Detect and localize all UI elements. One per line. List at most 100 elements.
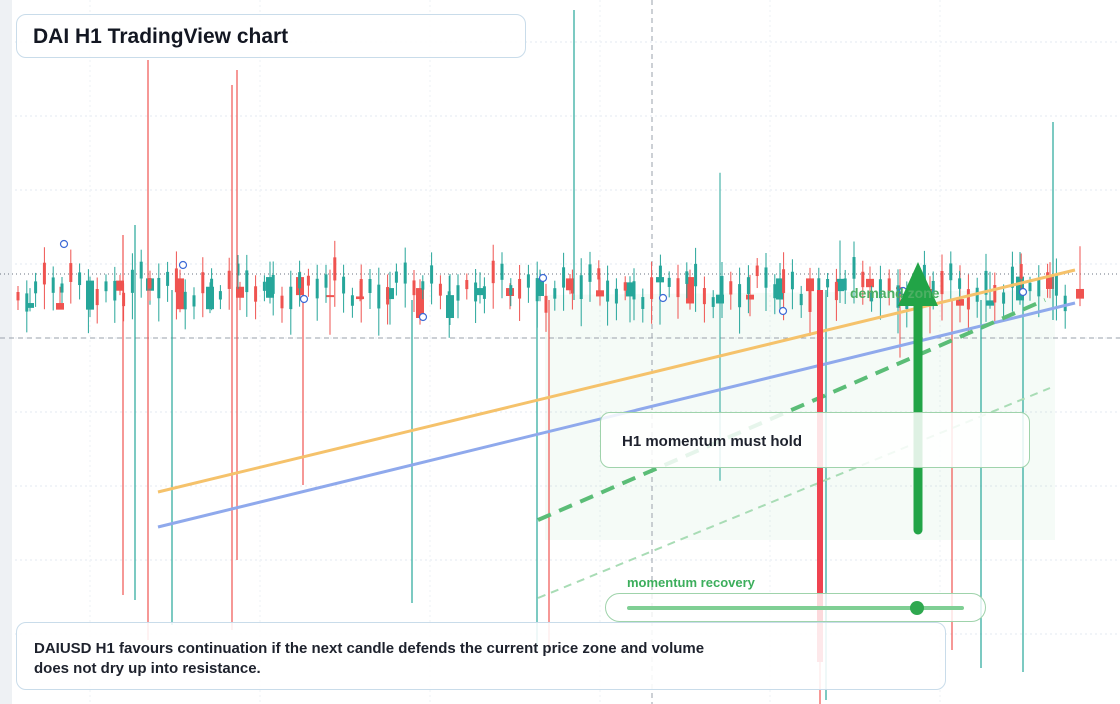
minor-candle-body — [298, 272, 302, 289]
minor-candle-body — [746, 277, 750, 294]
candle-body — [86, 280, 94, 310]
minor-candle-body — [1063, 295, 1067, 312]
minor-candle-body — [650, 277, 654, 299]
minor-candle-body — [245, 270, 249, 293]
minor-candle-body — [878, 279, 882, 299]
candle-body — [416, 288, 424, 318]
minor-candle-body — [614, 288, 618, 304]
minor-candle-body — [69, 263, 73, 282]
demand-zone-label: demand zone — [850, 285, 940, 301]
minor-candle-body — [236, 263, 240, 276]
minor-candle-body — [148, 278, 152, 289]
minor-candle-body — [1046, 272, 1050, 285]
minor-candle-body — [465, 280, 469, 290]
signal-marker[interactable] — [299, 294, 309, 304]
candles-layer — [16, 172, 1084, 481]
minor-candle-body — [386, 286, 390, 305]
footer-text: DAIUSD H1 favours continuation if the ne… — [34, 640, 705, 677]
candle-body — [566, 278, 574, 291]
minor-candle-body — [597, 268, 601, 280]
minor-candle-body — [623, 282, 627, 291]
signal-marker[interactable] — [778, 306, 788, 316]
minor-candle-body — [518, 278, 522, 299]
signal-marker[interactable] — [1018, 287, 1028, 297]
minor-candle-body — [254, 286, 258, 302]
projection-line-strong — [537, 298, 1046, 522]
candle-body — [1016, 276, 1024, 301]
minor-candle-body — [34, 281, 38, 294]
candle-body — [116, 280, 124, 291]
candle-body — [986, 300, 994, 306]
signal-marker[interactable] — [59, 239, 69, 249]
candle-body — [1046, 276, 1054, 289]
minor-candle-body — [42, 262, 46, 285]
minor-candle-body — [306, 275, 310, 286]
signal-marker[interactable] — [538, 273, 548, 283]
signal-marker[interactable] — [418, 312, 428, 322]
minor-candle-body — [51, 277, 55, 293]
minor-candle-body — [157, 277, 161, 299]
minor-candle-body — [1054, 273, 1058, 296]
minor-candle-body — [588, 264, 592, 282]
minor-candle-body — [667, 277, 671, 287]
minor-candle-body — [447, 291, 451, 314]
candle-body — [386, 288, 394, 300]
candle-body — [746, 294, 754, 300]
minor-candle-body — [130, 269, 134, 293]
minor-candle-body — [368, 279, 372, 294]
minor-candle-body — [183, 291, 187, 310]
minor-candle-body — [359, 279, 363, 300]
minor-candle-body — [562, 267, 566, 288]
candle-body — [476, 288, 484, 296]
minor-candle-body — [474, 282, 478, 302]
minor-candle-body — [315, 278, 319, 299]
signal-marker[interactable] — [178, 260, 188, 270]
minor-candle-body — [773, 284, 777, 299]
minor-candle-body — [166, 271, 170, 286]
candle-body — [716, 294, 724, 304]
minor-candle-body — [78, 272, 82, 286]
candle-body — [236, 286, 244, 298]
minor-candle-body — [421, 281, 425, 290]
minor-candle-body — [570, 279, 574, 294]
minor-candle-body — [491, 260, 495, 284]
minor-candle-body — [535, 278, 539, 302]
minor-candle-body — [86, 285, 90, 308]
minor-candle-body — [702, 288, 706, 305]
momentum-knob[interactable] — [909, 601, 924, 615]
candle-body — [206, 286, 214, 310]
footer-panel: DAIUSD H1 favours continuation if the ne… — [16, 622, 946, 690]
callout-panel: H1 momentum must hold — [600, 412, 1030, 468]
minor-candle-body — [931, 280, 935, 295]
minor-candle-body — [949, 263, 953, 281]
minor-candle-body — [1037, 278, 1041, 297]
minor-candle-body — [60, 283, 64, 293]
minor-candle-body — [764, 267, 768, 288]
minor-candle-body — [174, 268, 178, 293]
minor-candle-body — [940, 271, 944, 295]
minor-candle-body — [403, 262, 407, 284]
minor-candle-body — [394, 271, 398, 283]
minor-candle-body — [834, 281, 838, 301]
minor-candle-body — [720, 276, 724, 296]
minor-candle-body — [808, 290, 812, 312]
momentum-slider[interactable] — [605, 593, 986, 622]
minor-candle-body — [738, 284, 742, 308]
minor-candle-body — [870, 292, 874, 302]
minor-candle-body — [896, 285, 900, 308]
minor-candle-body — [579, 275, 583, 300]
minor-candle-body — [658, 265, 662, 282]
minor-candle-body — [192, 295, 196, 307]
minor-candle-body — [95, 289, 99, 306]
minor-candle-body — [641, 297, 645, 309]
minor-candle-body — [500, 263, 504, 280]
minor-candle-body — [826, 278, 830, 288]
minor-candle-body — [271, 274, 275, 294]
minor-candle-body — [782, 269, 786, 294]
minor-candle-body — [456, 285, 460, 301]
minor-candle-body — [984, 270, 988, 295]
minor-candle-body — [350, 295, 354, 306]
minor-candle-body — [553, 288, 557, 299]
minor-candle-body — [509, 285, 513, 295]
signal-marker[interactable] — [658, 293, 668, 303]
